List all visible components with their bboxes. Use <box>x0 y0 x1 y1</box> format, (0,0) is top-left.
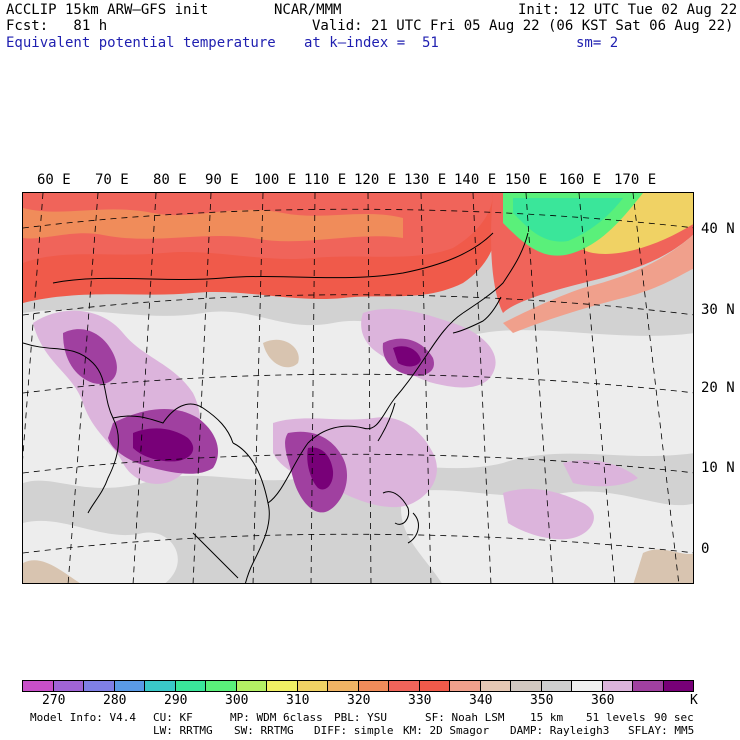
theta-e-map <box>23 193 693 583</box>
colorbar-label-290: 290 <box>164 693 188 708</box>
colorbar-label-320: 320 <box>347 693 371 708</box>
colorbar-cell-19 <box>602 681 633 691</box>
lon-label-130e: 130 E <box>404 172 447 188</box>
colorbar-cell-17 <box>541 681 572 691</box>
footer-resolution: 15 km <box>530 711 564 724</box>
colorbar-cell-15 <box>480 681 511 691</box>
colorbar-cell-5 <box>175 681 206 691</box>
footer-timestep: 90 sec <box>654 711 694 724</box>
lat-label-0: 0 <box>701 541 710 557</box>
lon-label-60e: 60 E <box>37 172 71 188</box>
center-name: NCAR/MMM <box>274 2 342 18</box>
colorbar-cell-18 <box>572 681 603 691</box>
footer-damp: DAMP: Rayleigh3 <box>510 724 610 737</box>
colorbar-label-330: 330 <box>408 693 432 708</box>
colorbar-label-280: 280 <box>103 693 127 708</box>
colorbar-cell-6 <box>206 681 237 691</box>
lon-label-90e: 90 E <box>205 172 239 188</box>
lon-label-100e: 100 E <box>254 172 297 188</box>
graticule <box>23 193 693 583</box>
footer-levels: 51 levels <box>586 711 646 724</box>
lon-label-150e: 150 E <box>505 172 548 188</box>
colorbar-label-350: 350 <box>530 693 554 708</box>
colorbar-cell-10 <box>328 681 359 691</box>
footer-cu: CU: KF <box>153 711 193 724</box>
valid-time: Valid: 21 UTC Fri 05 Aug 22 (06 KST Sat … <box>312 18 734 34</box>
colorbar-cell-9 <box>297 681 328 691</box>
colorbar-label-300: 300 <box>225 693 249 708</box>
lon-label-140e: 140 E <box>454 172 497 188</box>
colorbar-cell-1 <box>53 681 84 691</box>
lon-label-80e: 80 E <box>153 172 187 188</box>
footer-km: KM: 2D Smagor <box>403 724 490 737</box>
colorbar-cell-20 <box>633 681 664 691</box>
footer-diff: DIFF: simple <box>314 724 394 737</box>
lat-label-10n: 10 N <box>701 460 735 476</box>
colorbar-cell-12 <box>389 681 420 691</box>
lat-label-30n: 30 N <box>701 302 735 318</box>
colorbar-cell-11 <box>358 681 389 691</box>
lon-label-120e: 120 E <box>354 172 397 188</box>
smoothing: sm= 2 <box>576 35 619 51</box>
colorbar-unit: K <box>690 693 698 708</box>
colorbar-cell-4 <box>145 681 176 691</box>
colorbar-label-310: 310 <box>286 693 310 708</box>
level-index: at k–index = 51 <box>304 35 439 51</box>
lon-label-70e: 70 E <box>95 172 129 188</box>
lon-label-110e: 110 E <box>304 172 347 188</box>
footer-pbl: PBL: YSU <box>334 711 387 724</box>
model-title: ACCLIP 15km ARW–GFS init <box>6 2 209 18</box>
colorbar-label-360: 360 <box>591 693 615 708</box>
dark-purple-field <box>133 346 421 490</box>
colorbar-cell-21 <box>663 681 693 691</box>
colorbar-cell-3 <box>114 681 145 691</box>
colorbar <box>22 680 694 692</box>
footer-sw: SW: RRTMG <box>234 724 294 737</box>
forecast-hour: Fcst: 81 h <box>6 18 108 34</box>
footer-lw: LW: RRTMG <box>153 724 213 737</box>
footer-sf: SF: Noah LSM <box>425 711 505 724</box>
colorbar-cell-8 <box>267 681 298 691</box>
colorbar-cell-7 <box>236 681 267 691</box>
footer-model-info: Model Info: V4.4 <box>30 711 136 724</box>
coastlines <box>23 232 529 583</box>
lon-label-170e: 170 E <box>614 172 657 188</box>
colorbar-cell-16 <box>511 681 542 691</box>
footer-sflay: SFLAY: MM5 <box>628 724 695 737</box>
lon-label-160e: 160 E <box>559 172 602 188</box>
colorbar-label-270: 270 <box>42 693 66 708</box>
field-name: Equivalent potential temperature <box>6 35 276 51</box>
colorbar-cell-0 <box>23 681 54 691</box>
colorbar-cell-13 <box>419 681 450 691</box>
map-panel <box>22 192 694 584</box>
colorbar-cell-2 <box>84 681 115 691</box>
colorbar-cell-14 <box>450 681 481 691</box>
footer-mp: MP: WDM 6class <box>230 711 323 724</box>
colorbar-label-340: 340 <box>469 693 493 708</box>
tan-field <box>23 339 693 583</box>
lat-label-20n: 20 N <box>701 380 735 396</box>
init-time: Init: 12 UTC Tue 02 Aug 22 <box>518 2 738 18</box>
lat-label-40n: 40 N <box>701 221 735 237</box>
